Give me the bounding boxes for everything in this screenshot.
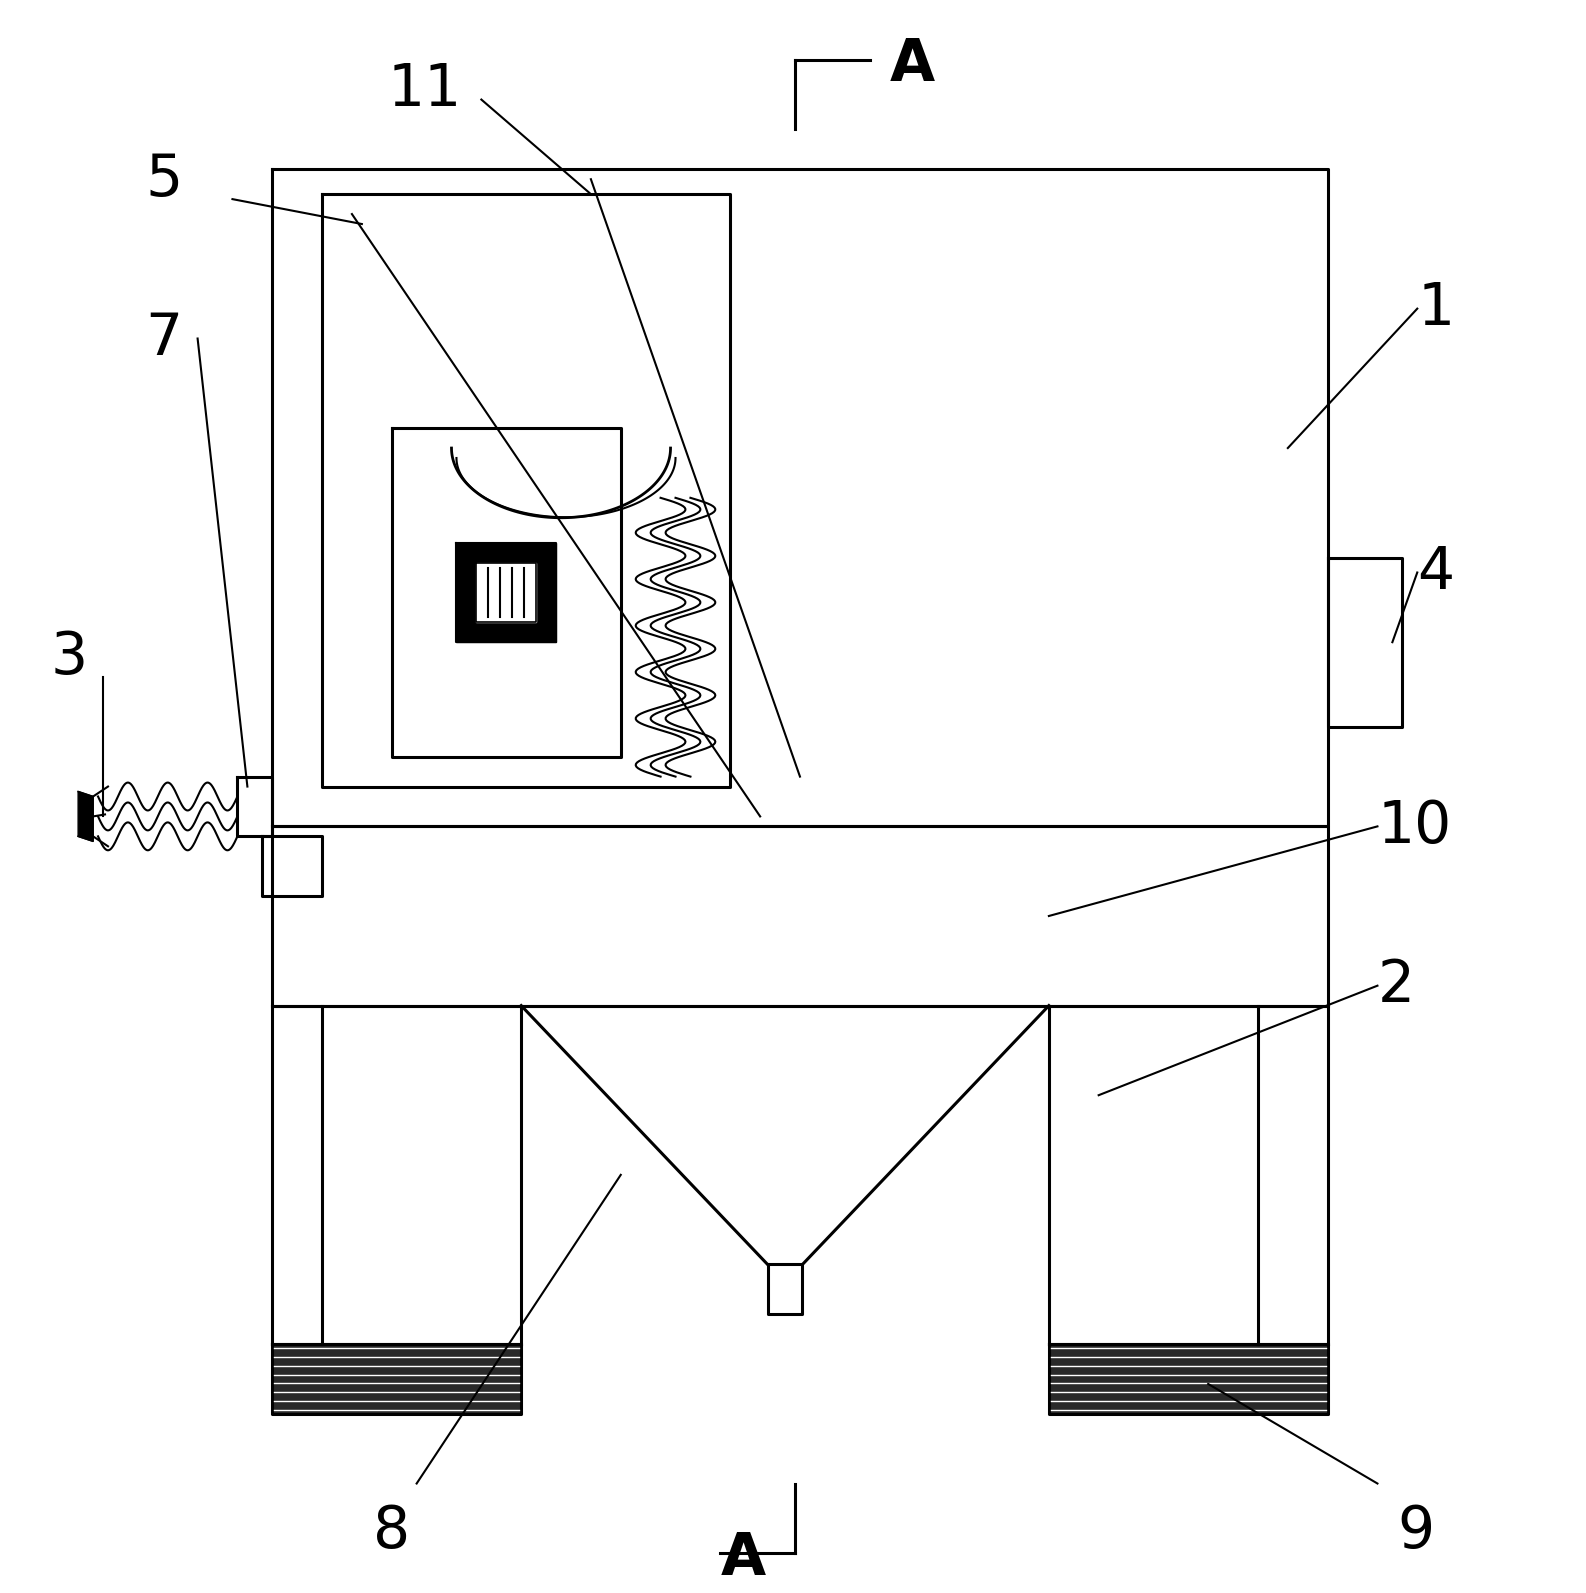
Text: A: A: [720, 1529, 766, 1587]
Text: 8: 8: [373, 1504, 411, 1561]
Text: 9: 9: [1397, 1504, 1434, 1561]
Polygon shape: [78, 792, 94, 841]
Polygon shape: [457, 543, 557, 642]
Polygon shape: [273, 1344, 522, 1415]
Text: 5: 5: [146, 151, 182, 207]
Text: A: A: [890, 37, 934, 94]
Polygon shape: [238, 777, 273, 836]
Polygon shape: [476, 562, 536, 623]
Text: 11: 11: [387, 61, 462, 118]
Text: 10: 10: [1378, 798, 1451, 855]
Polygon shape: [1327, 558, 1402, 726]
Polygon shape: [262, 836, 322, 897]
Polygon shape: [1048, 1344, 1327, 1415]
Text: 2: 2: [1378, 957, 1415, 1015]
Text: 4: 4: [1418, 543, 1454, 601]
Text: 7: 7: [146, 311, 182, 366]
Text: 1: 1: [1418, 280, 1454, 338]
Text: 3: 3: [51, 629, 89, 685]
Polygon shape: [392, 429, 620, 757]
